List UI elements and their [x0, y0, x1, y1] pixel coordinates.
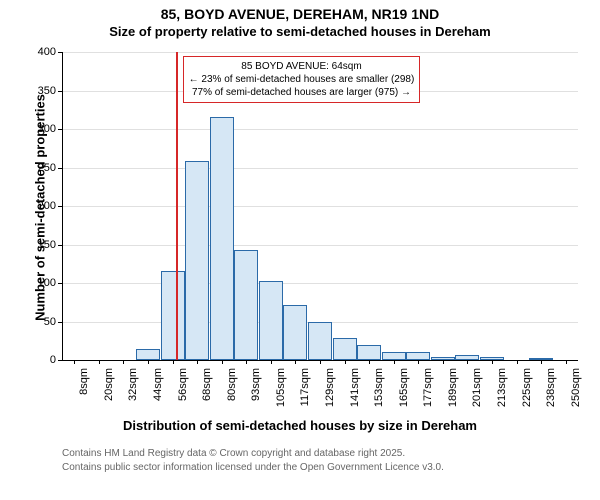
- x-tick: [271, 360, 272, 364]
- x-tick-label: 153sqm: [373, 368, 385, 407]
- x-tick-label: 80sqm: [226, 368, 238, 401]
- histogram-bar: [357, 345, 381, 360]
- x-tick: [246, 360, 247, 364]
- histogram-bar: [234, 250, 258, 360]
- grid-line: [62, 283, 578, 284]
- y-tick-label: 400: [38, 46, 56, 58]
- histogram-bar: [210, 117, 234, 360]
- grid-line: [62, 206, 578, 207]
- x-tick: [394, 360, 395, 364]
- y-tick: [58, 360, 62, 361]
- x-tick: [222, 360, 223, 364]
- y-tick: [58, 283, 62, 284]
- x-tick-label: 117sqm: [299, 368, 311, 406]
- histogram-bar: [161, 271, 185, 360]
- annotation-line: ← 23% of semi-detached houses are smalle…: [189, 73, 415, 86]
- x-tick-label: 105sqm: [275, 368, 287, 407]
- histogram-bar: [185, 161, 209, 360]
- grid-line: [62, 129, 578, 130]
- annotation-line: 77% of semi-detached houses are larger (…: [189, 86, 415, 99]
- annotation-box: 85 BOYD AVENUE: 64sqm← 23% of semi-detac…: [183, 56, 421, 103]
- x-tick-label: 8sqm: [78, 368, 90, 395]
- y-tick: [58, 322, 62, 323]
- reference-line: [176, 52, 178, 360]
- x-tick: [295, 360, 296, 364]
- x-tick-label: 32sqm: [127, 368, 139, 401]
- x-tick: [148, 360, 149, 364]
- x-tick: [492, 360, 493, 364]
- x-tick: [173, 360, 174, 364]
- annotation-line: 85 BOYD AVENUE: 64sqm: [189, 60, 415, 73]
- y-tick-label: 0: [50, 354, 56, 366]
- x-tick: [99, 360, 100, 364]
- x-tick: [418, 360, 419, 364]
- x-tick: [517, 360, 518, 364]
- y-tick: [58, 52, 62, 53]
- x-tick: [74, 360, 75, 364]
- x-tick: [467, 360, 468, 364]
- x-tick-label: 238sqm: [545, 368, 557, 407]
- y-tick-label: 100: [38, 277, 56, 289]
- x-tick: [566, 360, 567, 364]
- y-axis-line: [62, 52, 63, 360]
- footer-line-0: Contains HM Land Registry data © Crown c…: [62, 448, 405, 459]
- x-tick-label: 225sqm: [521, 368, 533, 407]
- histogram-bar: [136, 349, 160, 360]
- x-tick-label: 20sqm: [103, 368, 115, 401]
- histogram-bar: [259, 281, 283, 360]
- histogram-bar: [308, 322, 332, 360]
- y-tick-label: 300: [38, 123, 56, 135]
- x-tick-label: 189sqm: [447, 368, 459, 407]
- grid-line: [62, 245, 578, 246]
- x-tick-label: 56sqm: [177, 368, 189, 401]
- x-tick: [369, 360, 370, 364]
- grid-line: [62, 168, 578, 169]
- chart-title-sub: Size of property relative to semi-detach…: [0, 24, 600, 39]
- x-tick-label: 68sqm: [201, 368, 213, 401]
- y-tick-label: 350: [38, 85, 56, 97]
- x-tick: [320, 360, 321, 364]
- y-tick: [58, 206, 62, 207]
- x-tick-label: 250sqm: [570, 368, 582, 407]
- x-tick-label: 44sqm: [152, 368, 164, 401]
- chart-container: 85, BOYD AVENUE, DEREHAM, NR19 1ND Size …: [0, 0, 600, 500]
- y-tick: [58, 168, 62, 169]
- y-tick-label: 50: [44, 316, 56, 328]
- x-tick-label: 129sqm: [324, 368, 336, 407]
- y-tick-label: 200: [38, 200, 56, 212]
- y-tick: [58, 91, 62, 92]
- y-tick-label: 150: [38, 239, 56, 251]
- x-tick-label: 201sqm: [471, 368, 483, 407]
- x-tick: [541, 360, 542, 364]
- histogram-bar: [382, 352, 406, 360]
- y-tick: [58, 129, 62, 130]
- x-tick: [123, 360, 124, 364]
- histogram-bar: [406, 352, 430, 360]
- footer-line-1: Contains public sector information licen…: [62, 462, 444, 473]
- x-tick-label: 93sqm: [250, 368, 262, 401]
- x-tick-label: 213sqm: [496, 368, 508, 407]
- x-tick-label: 165sqm: [398, 368, 410, 407]
- grid-line: [62, 52, 578, 53]
- histogram-bar: [333, 338, 357, 360]
- x-axis-label: Distribution of semi-detached houses by …: [0, 418, 600, 433]
- x-tick: [197, 360, 198, 364]
- x-tick: [443, 360, 444, 364]
- y-tick: [58, 245, 62, 246]
- x-tick-label: 141sqm: [349, 368, 361, 407]
- y-tick-label: 250: [38, 162, 56, 174]
- x-tick: [345, 360, 346, 364]
- chart-title-main: 85, BOYD AVENUE, DEREHAM, NR19 1ND: [0, 6, 600, 22]
- x-tick-label: 177sqm: [422, 368, 434, 407]
- histogram-bar: [283, 305, 307, 360]
